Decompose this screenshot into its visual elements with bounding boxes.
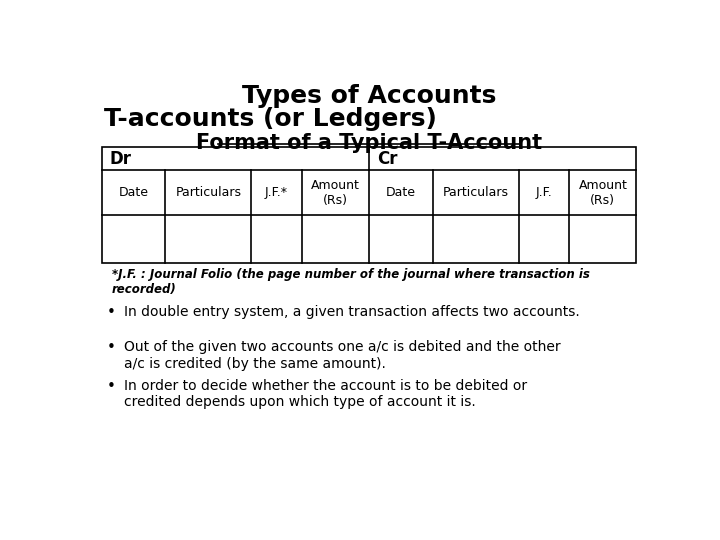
Text: Date: Date: [386, 186, 416, 199]
Text: Amount
(Rs): Amount (Rs): [578, 179, 627, 207]
Text: T-accounts (or Ledgers): T-accounts (or Ledgers): [104, 107, 437, 131]
Text: Dr: Dr: [109, 150, 131, 168]
Text: Cr: Cr: [377, 150, 397, 168]
Text: •: •: [107, 340, 116, 355]
Text: J.F.: J.F.: [536, 186, 552, 199]
Text: *J.F. : Journal Folio (the page number of the journal where transaction is
recor: *J.F. : Journal Folio (the page number o…: [112, 268, 590, 296]
Text: Types of Accounts: Types of Accounts: [242, 84, 496, 108]
Text: •: •: [107, 379, 116, 394]
Text: In double entry system, a given transaction affects two accounts.: In double entry system, a given transact…: [124, 305, 580, 319]
Text: In order to decide whether the account is to be debited or
credited depends upon: In order to decide whether the account i…: [124, 379, 527, 409]
Text: Particulars: Particulars: [443, 186, 509, 199]
Text: Date: Date: [119, 186, 148, 199]
Text: Out of the given two accounts one a/c is debited and the other
a/c is credited (: Out of the given two accounts one a/c is…: [124, 340, 561, 370]
Text: Amount
(Rs): Amount (Rs): [311, 179, 360, 207]
Text: Particulars: Particulars: [176, 186, 241, 199]
Text: Format of a Typical T-Account: Format of a Typical T-Account: [196, 132, 542, 153]
Text: •: •: [107, 305, 116, 320]
Text: J.F.*: J.F.*: [265, 186, 288, 199]
